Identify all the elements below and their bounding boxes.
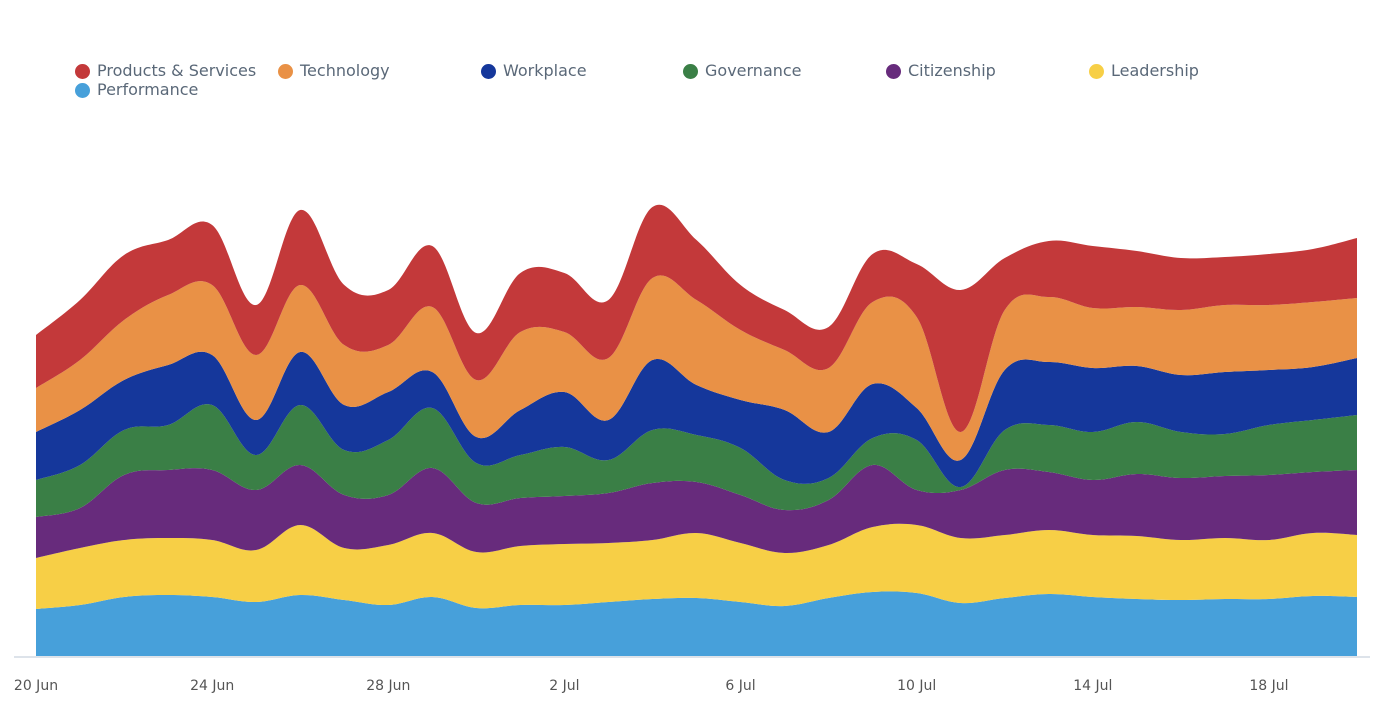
legend-dot-icon	[683, 63, 698, 79]
x-tick-label: 18 Jul	[1249, 678, 1288, 694]
legend-item-leadership[interactable]: Leadership	[1089, 62, 1199, 80]
legend-dot-icon	[886, 63, 901, 79]
legend-label: Workplace	[503, 61, 587, 80]
area-workplace[interactable]	[36, 351, 1357, 488]
area-governance[interactable]	[36, 404, 1357, 517]
x-tick-label: 14 Jul	[1073, 678, 1112, 694]
legend-item-governance[interactable]: Governance	[683, 62, 802, 80]
area-products-services[interactable]	[36, 204, 1357, 433]
x-tick-label: 28 Jun	[366, 678, 410, 694]
legend-dot-icon	[75, 63, 90, 79]
legend-label: Governance	[705, 61, 802, 80]
legend-label: Products & Services	[97, 61, 257, 80]
x-tick-label: 2 Jul	[549, 678, 579, 694]
legend-item-products-services[interactable]: Products & Services	[75, 62, 256, 80]
legend-dot-icon	[75, 82, 90, 98]
area-technology[interactable]	[36, 275, 1357, 461]
legend-item-performance[interactable]: Performance	[75, 81, 198, 99]
legend-dot-icon	[278, 63, 293, 79]
area-citizenship[interactable]	[36, 464, 1357, 558]
chart-legend: Products & Services Technology Workplace…	[75, 62, 1375, 106]
legend-label: Technology	[300, 61, 390, 80]
x-axis-ticks: 20 Jun 24 Jun 28 Jun 2 Jul 6 Jul 10 Jul 14 Jul…	[14, 678, 1289, 694]
legend-label: Performance	[97, 80, 199, 99]
legend-dot-icon	[481, 63, 496, 79]
x-tick-label: 10 Jul	[897, 678, 936, 694]
series-areas	[36, 204, 1357, 656]
legend-item-citizenship[interactable]: Citizenship	[886, 62, 996, 80]
x-tick-label: 6 Jul	[725, 678, 755, 694]
legend-item-technology[interactable]: Technology	[278, 62, 390, 80]
x-tick-label: 20 Jun	[14, 678, 58, 694]
area-leadership[interactable]	[36, 523, 1357, 609]
x-tick-label: 24 Jun	[190, 678, 234, 694]
legend-label: Leadership	[1111, 61, 1199, 80]
legend-label: Citizenship	[908, 61, 996, 80]
legend-dot-icon	[1089, 63, 1104, 79]
area-performance[interactable]	[36, 591, 1357, 656]
legend-item-workplace[interactable]: Workplace	[481, 62, 587, 80]
